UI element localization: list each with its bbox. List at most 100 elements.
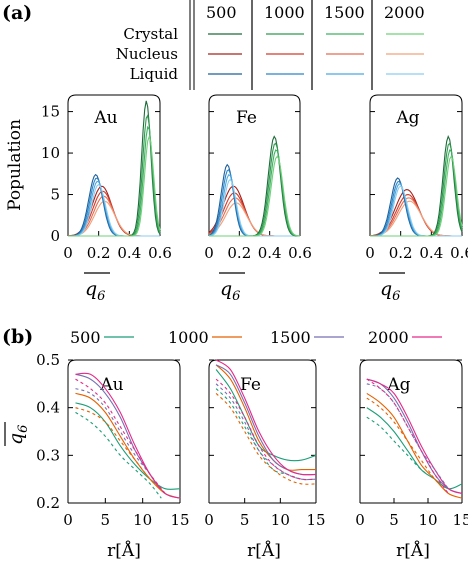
y-tick-label: 0.3 xyxy=(36,446,60,464)
series-line-500-dashed xyxy=(366,416,429,475)
panel-title: Au xyxy=(99,375,123,395)
panel-a-fe: 0 0.2 0.4 0.6 Fe xyxy=(204,94,312,262)
x-tick-label: 0.2 xyxy=(389,244,413,262)
xlabel-a-au: q6 xyxy=(84,272,110,304)
panel-a-au-frame xyxy=(67,94,161,236)
x-tick-label: 0 xyxy=(204,511,214,529)
x-tick-label: 0 xyxy=(63,511,73,529)
ylabel-a: Population xyxy=(5,119,25,211)
x-tick-label: 5 xyxy=(389,511,399,529)
series-line-2000-dashed xyxy=(366,378,449,494)
panel-a-ag: 0 0.2 0.4 0.6 Ag xyxy=(365,94,468,262)
x-tick-label: 5 xyxy=(240,511,250,529)
x-tick-label: 0 xyxy=(63,244,73,262)
svg-text:q6: q6 xyxy=(5,425,31,445)
series-line-1000 xyxy=(366,392,463,499)
x-tick-label: 0.4 xyxy=(419,244,443,262)
series-line-500 xyxy=(366,407,463,490)
series-line-2000 xyxy=(75,372,181,499)
x-tick-label: 5 xyxy=(101,511,111,529)
legend-a: Crystal Nucleus Liquid 500 1000 1500 2000 xyxy=(116,0,425,90)
legend-b-label-2000: 2000 xyxy=(368,328,409,347)
series-crystal-2000 xyxy=(209,155,301,237)
panel-a-ag-frame xyxy=(369,94,463,236)
plots: 00.20.40.6051015Au00.20.40.6Fe00.20.40.6… xyxy=(36,94,468,529)
xlabel-b-fe: r[Å] xyxy=(247,540,281,561)
series-crystal-2000 xyxy=(370,155,463,237)
legend-a-row-liquid: Liquid xyxy=(130,65,179,83)
series-crystal-500 xyxy=(370,134,463,237)
svg-text:q6: q6 xyxy=(380,278,400,304)
series-line-1000 xyxy=(215,364,316,471)
x-tick-label: 0.4 xyxy=(258,244,282,262)
xlabel-a-ag: q6 xyxy=(379,272,405,304)
panel-label-a: (a) xyxy=(2,2,32,24)
series-liquid-500 xyxy=(68,173,160,237)
y-tick-label: 10 xyxy=(41,144,60,162)
series-line-500-dashed xyxy=(215,388,317,481)
panel-b-au: 0 5 10 15 0.2 0.3 0.4 0.5 Au xyxy=(36,351,189,529)
series-crystal-2000 xyxy=(68,134,161,237)
series-line-1500 xyxy=(75,373,181,499)
y-tick-label: 0 xyxy=(50,227,60,245)
panel-b-ag: 0 5 10 15 Ag xyxy=(355,359,468,529)
y-tick-label: 0.2 xyxy=(36,494,60,512)
svg-text:q6: q6 xyxy=(220,278,240,304)
series-crystal-1500 xyxy=(370,149,463,237)
legend-b-label-500: 500 xyxy=(70,328,101,347)
panel-b-fe-frame xyxy=(208,359,317,503)
series-line-500 xyxy=(75,402,181,490)
panel-b-fe: 0 5 10 15 Fe xyxy=(204,359,326,529)
series-line-1000 xyxy=(75,392,181,499)
series-line-2000-dashed xyxy=(75,378,166,494)
x-tick-label: 15 xyxy=(170,511,189,529)
x-tick-label: 0 xyxy=(355,511,365,529)
series-line-500 xyxy=(215,369,317,462)
series-line-2000 xyxy=(215,359,317,476)
legend-a-col-1000: 1000 xyxy=(264,3,305,22)
xlabel-a-fe: q6 xyxy=(219,272,245,304)
y-tick-label: 15 xyxy=(41,103,60,121)
svg-text:q6: q6 xyxy=(85,278,105,304)
x-tick-label: 0.6 xyxy=(450,244,468,262)
series-liquid-2000 xyxy=(68,183,160,237)
panel-title: Ag xyxy=(386,375,410,395)
series-line-1000-dashed xyxy=(215,393,317,485)
panel-title: Fe xyxy=(236,108,257,128)
panel-title: Au xyxy=(93,108,117,128)
x-tick-label: 0.4 xyxy=(117,244,141,262)
series-line-1500-dashed xyxy=(215,383,317,481)
series-crystal-1500 xyxy=(68,125,161,237)
series-line-500-dashed xyxy=(75,411,162,499)
xlabel-b-ag: r[Å] xyxy=(396,540,430,561)
x-tick-label: 15 xyxy=(306,511,325,529)
series-line-1500-dashed xyxy=(366,383,449,490)
panel-a-fe-frame xyxy=(208,94,301,236)
x-tick-label: 15 xyxy=(452,511,468,529)
x-tick-label: 0 xyxy=(204,244,214,262)
x-tick-label: 10 xyxy=(133,511,152,529)
panel-b-ag-frame xyxy=(359,359,463,503)
x-tick-label: 0.2 xyxy=(227,244,251,262)
legend-b-label-1000: 1000 xyxy=(168,328,209,347)
legend-a-col-500: 500 xyxy=(206,3,237,22)
series-line-2000-dashed xyxy=(215,378,317,481)
x-tick-label: 10 xyxy=(418,511,437,529)
panel-title: Fe xyxy=(240,375,261,395)
legend-a-col-1500: 1500 xyxy=(324,3,365,22)
series-line-1000-dashed xyxy=(366,397,449,494)
legend-b-label-1500: 1500 xyxy=(270,328,311,347)
legend-b: 500 1000 1500 2000 xyxy=(70,328,442,347)
series-line-1000-dashed xyxy=(75,407,166,494)
x-tick-label: 0.6 xyxy=(148,244,172,262)
legend-a-col-2000: 2000 xyxy=(384,3,425,22)
legend-a-row-crystal: Crystal xyxy=(123,25,178,43)
panel-b-au-frame xyxy=(67,359,181,503)
panel-a-au: 0 0.2 0.4 0.6 0 5 10 15 Au xyxy=(41,94,172,262)
x-tick-label: 0.2 xyxy=(87,244,111,262)
legend-a-row-nucleus: Nucleus xyxy=(116,45,178,63)
series-line-1500 xyxy=(366,378,463,495)
series-liquid-2000 xyxy=(370,185,462,237)
ylabel-b: q6 xyxy=(4,422,31,446)
